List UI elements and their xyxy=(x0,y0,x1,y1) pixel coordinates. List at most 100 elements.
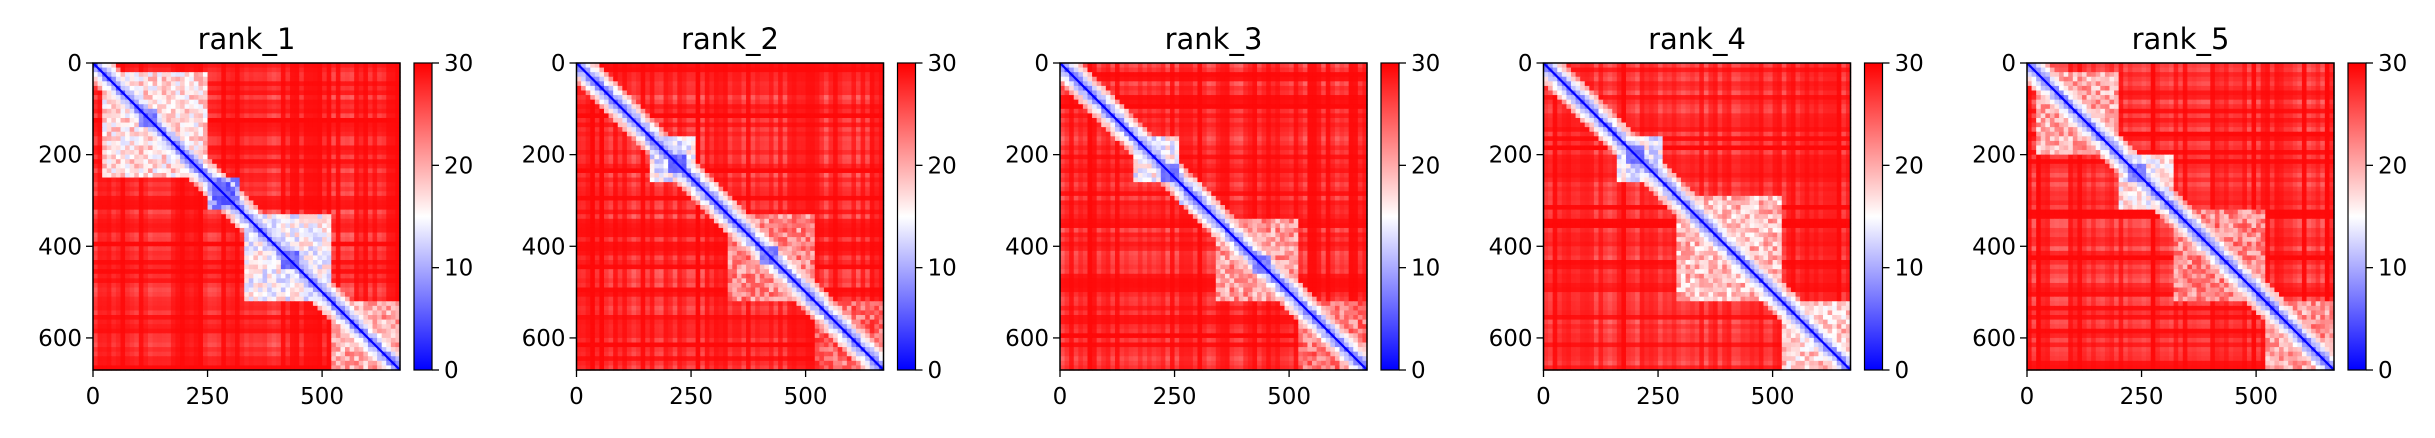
heatmap-cell xyxy=(299,200,305,206)
heatmap-cell xyxy=(262,241,268,247)
heatmap-cell xyxy=(134,63,140,69)
heatmap-cell xyxy=(317,365,323,371)
heatmap-cell xyxy=(97,214,103,220)
heatmap-cell xyxy=(367,131,374,137)
heatmap-cell xyxy=(102,246,108,252)
heatmap-cell xyxy=(285,191,291,197)
heatmap-cell xyxy=(216,195,222,202)
heatmap-cell xyxy=(202,81,209,87)
heatmap-cell xyxy=(152,195,158,202)
heatmap-cell xyxy=(317,67,323,73)
heatmap-cell xyxy=(120,360,126,367)
heatmap-cell xyxy=(248,99,254,105)
heatmap-cell xyxy=(230,127,236,133)
heatmap-cell xyxy=(285,186,291,192)
heatmap-cell xyxy=(681,90,688,96)
heatmap-cell xyxy=(367,195,374,202)
heatmap-cell xyxy=(732,72,738,78)
heatmap-cell xyxy=(152,90,158,96)
heatmap-cell xyxy=(386,333,392,339)
heatmap-cell xyxy=(271,227,277,234)
heatmap-cell xyxy=(239,246,245,252)
heatmap-cell xyxy=(626,76,633,82)
heatmap-cell xyxy=(805,76,811,82)
heatmap-cell xyxy=(276,122,282,128)
heatmap-cell xyxy=(134,186,140,192)
heatmap-cell xyxy=(97,278,103,284)
heatmap-cell xyxy=(111,182,117,188)
heatmap-cell xyxy=(175,186,181,192)
heatmap-cell xyxy=(787,81,793,87)
heatmap-cell xyxy=(102,278,108,284)
heatmap-cell xyxy=(106,108,112,114)
heatmap-cell xyxy=(390,168,397,174)
heatmap-cell xyxy=(865,76,871,82)
heatmap-cell xyxy=(700,90,706,96)
heatmap-cell xyxy=(230,241,236,247)
heatmap-cell xyxy=(386,310,392,316)
heatmap-cell xyxy=(390,63,397,69)
heatmap-cell xyxy=(189,324,195,330)
heatmap-cell xyxy=(235,260,241,266)
heatmap-cell xyxy=(257,273,264,279)
heatmap-cell xyxy=(134,301,140,307)
heatmap-cell xyxy=(257,250,264,257)
heatmap-cell xyxy=(248,360,254,367)
heatmap-cell xyxy=(395,273,401,279)
heatmap-cell xyxy=(193,264,199,270)
heatmap-cell xyxy=(294,232,300,238)
heatmap-cell xyxy=(303,296,309,302)
heatmap-cell xyxy=(239,85,245,92)
heatmap-cell xyxy=(326,287,332,293)
heatmap-cell xyxy=(198,154,204,160)
heatmap-cell xyxy=(312,287,319,293)
heatmap-cell xyxy=(340,237,346,243)
heatmap-cell xyxy=(143,127,149,133)
heatmap-cell xyxy=(235,150,241,156)
heatmap-cell xyxy=(395,237,401,243)
heatmap-cell xyxy=(161,264,167,270)
heatmap-cell xyxy=(239,223,245,229)
heatmap-cell xyxy=(303,260,309,266)
heatmap-cell xyxy=(280,356,287,362)
heatmap-cell xyxy=(312,246,319,252)
heatmap-cell xyxy=(363,182,369,188)
heatmap-cell xyxy=(317,351,323,357)
heatmap-cell xyxy=(386,227,392,234)
heatmap-cell xyxy=(640,67,646,73)
heatmap-cell xyxy=(372,67,378,73)
heatmap-cell xyxy=(331,195,337,202)
heatmap-cell xyxy=(207,150,213,156)
heatmap-cell xyxy=(590,81,596,87)
heatmap-cell xyxy=(157,282,163,289)
heatmap-cell xyxy=(386,296,392,302)
heatmap-cell xyxy=(138,136,144,142)
heatmap-cell xyxy=(358,347,364,353)
heatmap-cell xyxy=(97,163,103,169)
heatmap-cell xyxy=(257,163,264,169)
heatmap-cell xyxy=(581,90,587,96)
heatmap-cell xyxy=(120,104,126,110)
heatmap-cell xyxy=(285,342,291,348)
heatmap-cell xyxy=(216,324,222,330)
heatmap-cell xyxy=(216,328,222,334)
heatmap-cell xyxy=(668,81,674,87)
heatmap-cell xyxy=(207,319,213,325)
heatmap-cell xyxy=(395,260,401,266)
heatmap-cell xyxy=(102,324,108,330)
heatmap-cell xyxy=(303,360,309,367)
heatmap-cell xyxy=(180,319,186,325)
heatmap-cell xyxy=(235,168,241,174)
heatmap-cell xyxy=(363,200,369,206)
heatmap-cell xyxy=(207,163,213,169)
heatmap-cell xyxy=(326,136,332,142)
heatmap-cell xyxy=(184,122,190,128)
heatmap-cell xyxy=(111,333,117,339)
heatmap-cell xyxy=(290,333,296,339)
heatmap-cell xyxy=(180,337,186,344)
heatmap-cell xyxy=(184,333,190,339)
heatmap-cell xyxy=(143,76,149,82)
heatmap-cell xyxy=(125,214,131,220)
heatmap-cell xyxy=(280,223,287,229)
heatmap-cell xyxy=(613,85,619,92)
